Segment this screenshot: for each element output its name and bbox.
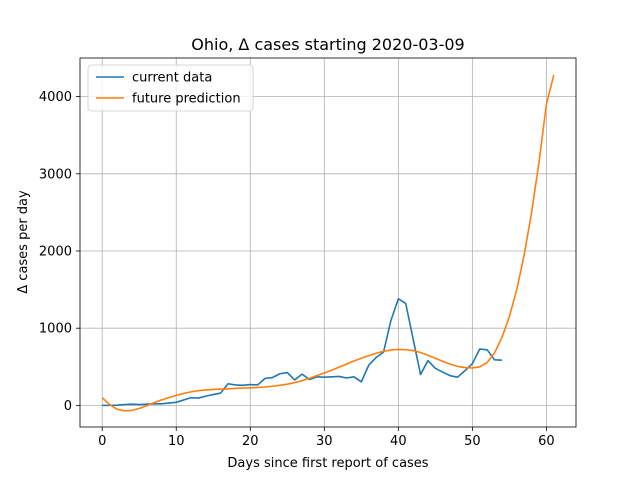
plot-frame [79, 57, 577, 428]
axis-ticks: 0 10 20 30 40 50 60 0 1000 2000 3000 4000 [39, 90, 555, 449]
legend-entry: future prediction [132, 92, 241, 107]
chart-title: Ohio, Δ cases starting 2020-03-09 [191, 35, 464, 54]
y-tick-label: 1000 [39, 322, 72, 337]
x-tick-label: 30 [316, 434, 333, 449]
legend-entry: current data [132, 71, 212, 86]
y-tick-label: 4000 [39, 90, 72, 105]
x-tick-label: 0 [98, 434, 106, 449]
legend-box [87, 64, 254, 112]
series-line-future-prediction [101, 74, 555, 412]
y-axis-label: Δ cases per day [16, 190, 31, 294]
x-axis-label: Days since first report of cases [227, 456, 428, 471]
x-tick-label: 60 [538, 434, 555, 449]
series-line-current-data [102, 298, 503, 407]
x-tick-label: 10 [168, 434, 185, 449]
x-tick-label: 20 [242, 434, 259, 449]
series-layer [101, 74, 555, 412]
y-tick-label: 2000 [39, 244, 72, 259]
y-tick-label: 3000 [39, 167, 72, 182]
legend: current data future prediction [87, 64, 254, 112]
x-tick-label: 50 [464, 434, 481, 449]
y-tick-label: 0 [64, 399, 72, 414]
x-tick-label: 40 [390, 434, 407, 449]
